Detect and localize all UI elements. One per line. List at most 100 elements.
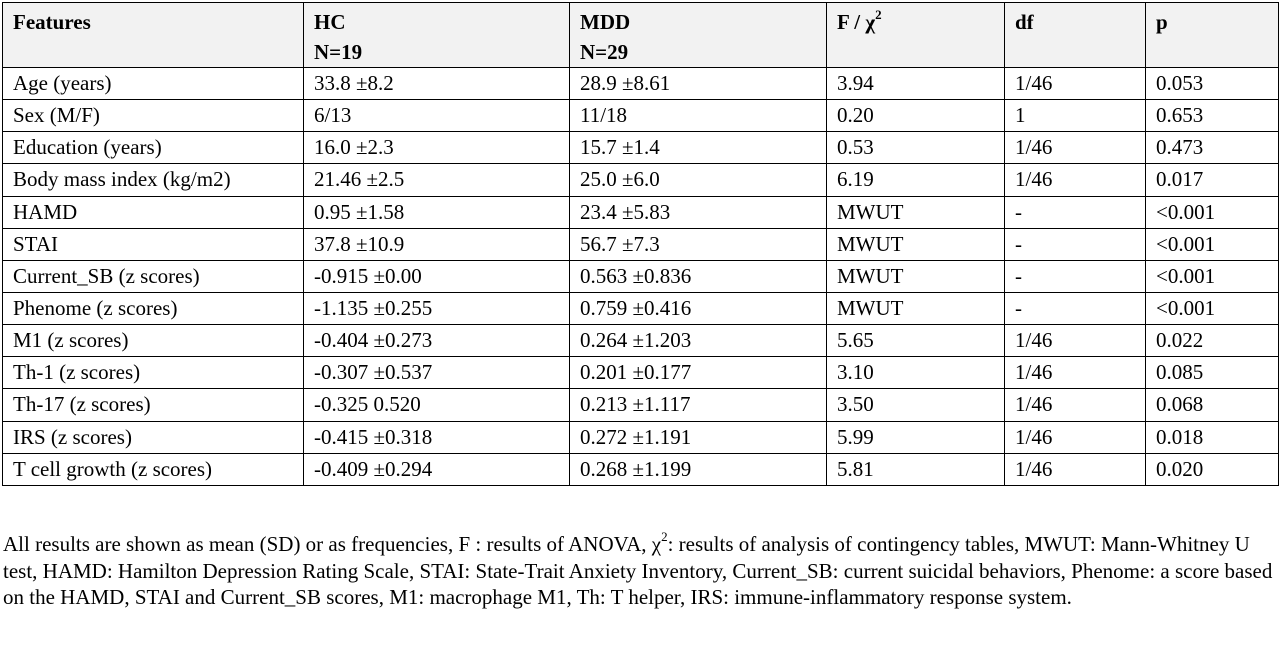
cell-df: 1/46 — [1004, 356, 1146, 390]
cell-feature: Sex (M/F) — [2, 99, 304, 133]
cell-mdd: 0.272 ±1.191 — [569, 420, 827, 454]
cell-feature: Education (years) — [2, 131, 304, 165]
cell-feature: T cell growth (z scores) — [2, 452, 304, 486]
cell-feature: Th-17 (z scores) — [2, 388, 304, 422]
cell-feature: Body mass index (kg/m2) — [2, 163, 304, 197]
cell-f-chi2: 5.81 — [826, 452, 1005, 486]
cell-f-chi2: 3.94 — [826, 66, 1005, 101]
table-row: Education (years) 16.0 ±2.3 15.7 ±1.4 0.53 1… — [2, 131, 1279, 165]
table-footnote: All results are shown as mean (SD) or as… — [3, 529, 1273, 609]
cell-feature: Age (years) — [2, 66, 304, 101]
cell-df: 1/46 — [1004, 420, 1146, 454]
cell-df: 1/46 — [1004, 163, 1146, 197]
table-row: Phenome (z scores) -1.135 ±0.255 0.759 ±0.… — [2, 291, 1279, 326]
cell-df: 1/46 — [1004, 388, 1146, 422]
table-row: Th-17 (z scores) -0.325 0.520 0.213 ±1.117… — [2, 388, 1279, 422]
header-mdd: MDD N=29 — [569, 2, 827, 68]
cell-p: 0.017 — [1145, 163, 1279, 197]
cell-hc: -0.409 ±0.294 — [303, 452, 570, 486]
cell-mdd: 0.268 ±1.199 — [569, 452, 827, 486]
header-df: df — [1004, 2, 1146, 68]
cell-p: 0.022 — [1145, 324, 1279, 358]
cell-mdd: 56.7 ±7.3 — [569, 227, 827, 261]
cell-mdd: 0.213 ±1.117 — [569, 388, 827, 422]
cell-df: - — [1004, 227, 1146, 261]
cell-p: 0.473 — [1145, 131, 1279, 165]
cell-p: 0.653 — [1145, 99, 1279, 133]
cell-df: 1/46 — [1004, 66, 1146, 101]
cell-p: 0.085 — [1145, 356, 1279, 390]
cell-mdd: 28.9 ±8.61 — [569, 66, 827, 101]
table-row: Age (years) 33.8 ±8.2 28.9 ±8.61 3.94 1/46 0.… — [2, 66, 1279, 101]
cell-mdd: 0.563 ±0.836 — [569, 259, 827, 293]
table-row: HAMD 0.95 ±1.58 23.4 ±5.83 MWUT - <0.001 — [2, 195, 1279, 229]
header-p: p — [1145, 2, 1279, 68]
cell-hc: -0.307 ±0.537 — [303, 356, 570, 390]
cell-p: <0.001 — [1145, 227, 1279, 261]
cell-mdd: 0.264 ±1.203 — [569, 324, 827, 358]
table-header-row: Features HC N=19 MDD N=29 F / χ2 df p — [2, 2, 1279, 68]
cell-f-chi2: 0.53 — [826, 131, 1005, 165]
cell-df: - — [1004, 259, 1146, 293]
cell-mdd: 0.201 ±0.177 — [569, 356, 827, 390]
cell-p: 0.053 — [1145, 66, 1279, 101]
cell-df: 1 — [1004, 99, 1146, 133]
cell-hc: -0.325 0.520 — [303, 388, 570, 422]
cell-feature: Phenome (z scores) — [2, 291, 304, 326]
cell-hc: -0.404 ±0.273 — [303, 324, 570, 358]
cell-p: 0.018 — [1145, 420, 1279, 454]
cell-hc: 0.95 ±1.58 — [303, 195, 570, 229]
cell-df: - — [1004, 291, 1146, 326]
cell-mdd: 15.7 ±1.4 — [569, 131, 827, 165]
cell-f-chi2: 3.50 — [826, 388, 1005, 422]
cell-feature: IRS (z scores) — [2, 420, 304, 454]
header-f-chi2: F / χ2 — [826, 2, 1005, 68]
cell-hc: -0.915 ±0.00 — [303, 259, 570, 293]
cell-p: 0.068 — [1145, 388, 1279, 422]
cell-f-chi2: 5.65 — [826, 324, 1005, 358]
table-row: Body mass index (kg/m2) 21.46 ±2.5 25.0 ±6… — [2, 163, 1279, 197]
cell-feature: Current_SB (z scores) — [2, 259, 304, 293]
cell-mdd: 0.759 ±0.416 — [569, 291, 827, 326]
cell-feature: STAI — [2, 227, 304, 261]
cell-hc: 6/13 — [303, 99, 570, 133]
cell-hc: 37.8 ±10.9 — [303, 227, 570, 261]
cell-p: <0.001 — [1145, 291, 1279, 326]
cell-hc: -1.135 ±0.255 — [303, 291, 570, 326]
cell-hc: 16.0 ±2.3 — [303, 131, 570, 165]
cell-feature: Th-1 (z scores) — [2, 356, 304, 390]
cell-hc: 33.8 ±8.2 — [303, 66, 570, 101]
cell-f-chi2: 3.10 — [826, 356, 1005, 390]
cell-f-chi2: MWUT — [826, 227, 1005, 261]
table-body: Age (years) 33.8 ±8.2 28.9 ±8.61 3.94 1/46 0.… — [2, 66, 1279, 486]
cell-feature: HAMD — [2, 195, 304, 229]
cell-p: <0.001 — [1145, 195, 1279, 229]
cell-f-chi2: MWUT — [826, 291, 1005, 326]
table-row: Sex (M/F) 6/13 11/18 0.20 1 0.653 — [2, 99, 1279, 133]
table-row: Current_SB (z scores) -0.915 ±0.00 0.563 ±… — [2, 259, 1279, 293]
table-row: STAI 37.8 ±10.9 56.7 ±7.3 MWUT - <0.001 — [2, 227, 1279, 261]
cell-hc: -0.415 ±0.318 — [303, 420, 570, 454]
table-row: T cell growth (z scores) -0.409 ±0.294 0.2… — [2, 452, 1279, 486]
cell-df: 1/46 — [1004, 324, 1146, 358]
cell-mdd: 11/18 — [569, 99, 827, 133]
cell-f-chi2: MWUT — [826, 259, 1005, 293]
cell-mdd: 25.0 ±6.0 — [569, 163, 827, 197]
cell-hc: 21.46 ±2.5 — [303, 163, 570, 197]
cell-f-chi2: 0.20 — [826, 99, 1005, 133]
header-hc: HC N=19 — [303, 2, 570, 68]
cell-f-chi2: MWUT — [826, 195, 1005, 229]
cell-mdd: 23.4 ±5.83 — [569, 195, 827, 229]
table-row: M1 (z scores) -0.404 ±0.273 0.264 ±1.203 5.… — [2, 324, 1279, 358]
cell-df: 1/46 — [1004, 131, 1146, 165]
cell-p: <0.001 — [1145, 259, 1279, 293]
cell-f-chi2: 6.19 — [826, 163, 1005, 197]
table-row: IRS (z scores) -0.415 ±0.318 0.272 ±1.191 5… — [2, 420, 1279, 454]
table-row: Th-1 (z scores) -0.307 ±0.537 0.201 ±0.177… — [2, 356, 1279, 390]
cell-f-chi2: 5.99 — [826, 420, 1005, 454]
cell-feature: M1 (z scores) — [2, 324, 304, 358]
demographics-table: Features HC N=19 MDD N=29 F / χ2 df p Age … — [2, 2, 1279, 486]
cell-df: - — [1004, 195, 1146, 229]
cell-df: 1/46 — [1004, 452, 1146, 486]
header-features: Features — [2, 2, 304, 68]
